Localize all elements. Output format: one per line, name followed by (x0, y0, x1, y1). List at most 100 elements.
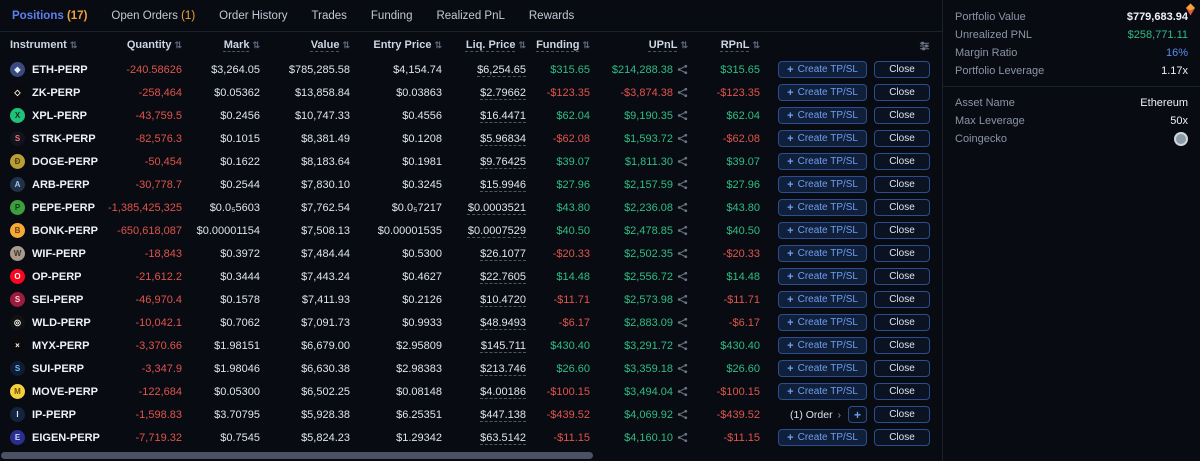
col-value[interactable]: Value ⇅ (270, 39, 360, 51)
close-position-button[interactable]: Close (874, 199, 930, 216)
create-tpsl-button[interactable]: + Create TP/SL (778, 383, 867, 400)
close-position-button[interactable]: Close (874, 130, 930, 147)
tab-positions[interactable]: Positions (17) (12, 10, 87, 22)
col-quantity[interactable]: Quantity ⇅ (108, 39, 192, 51)
close-position-button[interactable]: Close (874, 107, 930, 124)
cell-funding: $39.07 (556, 155, 590, 168)
share-pnl-icon[interactable] (677, 271, 688, 282)
share-pnl-icon[interactable] (677, 409, 688, 420)
close-position-button[interactable]: Close (874, 406, 930, 423)
asset-row: Coingecko (955, 131, 1188, 146)
create-tpsl-button[interactable]: + Create TP/SL (778, 268, 867, 285)
liq-price-value: $26.1077 (480, 247, 526, 260)
create-tpsl-button[interactable]: + Create TP/SL (778, 153, 867, 170)
close-position-button[interactable]: Close (874, 429, 930, 446)
col-liq-price[interactable]: Liq. Price ⇅ (452, 39, 536, 51)
upnl-value: $2,883.09 (624, 316, 673, 329)
stat-label: Margin Ratio (955, 46, 1018, 59)
cell-liq-price: $5.96834 (452, 133, 536, 145)
share-pnl-icon[interactable] (677, 363, 688, 374)
col-funding[interactable]: Funding ⇅ (536, 39, 600, 51)
create-tpsl-button[interactable]: + Create TP/SL (778, 245, 867, 262)
share-pnl-icon[interactable] (677, 340, 688, 351)
xpl-coin-icon: X (10, 108, 25, 123)
close-position-button[interactable]: Close (874, 291, 930, 308)
cell-funding: $62.04 (556, 109, 590, 122)
create-tpsl-button[interactable]: + Create TP/SL (778, 84, 867, 101)
col-instrument[interactable]: Instrument ⇅ (0, 39, 108, 51)
cell-entry-price: $0.2126 (402, 293, 442, 306)
create-tpsl-button[interactable]: + Create TP/SL (778, 199, 867, 216)
create-tpsl-button[interactable]: + Create TP/SL (778, 314, 867, 331)
create-tpsl-button[interactable]: + Create TP/SL (778, 130, 867, 147)
col-upnl[interactable]: UPnL ⇅ (600, 39, 698, 51)
share-pnl-icon[interactable] (677, 386, 688, 397)
col-rpnl[interactable]: RPnL ⇅ (698, 39, 770, 51)
close-position-button[interactable]: Close (874, 222, 930, 239)
create-tpsl-button[interactable]: + Create TP/SL (778, 429, 867, 446)
scrollbar-thumb[interactable] (1, 451, 594, 459)
instrument-name: BONK-PERP (32, 224, 99, 237)
close-position-button[interactable]: Close (874, 84, 930, 101)
position-row: Ð DOGE-PERP -50,454 $0.1622 $8,183.64 $0.1981… (0, 150, 942, 173)
cell-entry-price: $1.29342 (396, 431, 442, 444)
create-tpsl-button[interactable]: + Create TP/SL (778, 360, 867, 377)
share-pnl-icon[interactable] (677, 294, 688, 305)
close-position-button[interactable]: Close (874, 337, 930, 354)
create-tpsl-button[interactable]: + Create TP/SL (778, 107, 867, 124)
create-tpsl-button[interactable]: + Create TP/SL (778, 337, 867, 354)
col-mark[interactable]: Mark ⇅ (192, 39, 270, 51)
close-position-button[interactable]: Close (874, 268, 930, 285)
create-tpsl-button[interactable]: + Create TP/SL (778, 61, 867, 78)
tab-rewards[interactable]: Rewards (529, 10, 574, 22)
share-pnl-icon[interactable] (677, 64, 688, 75)
app-logo-icon[interactable] (1184, 3, 1197, 16)
cell-funding: $430.40 (550, 339, 590, 352)
cell-quantity: -10,042.1 (135, 316, 182, 329)
close-position-button[interactable]: Close (874, 360, 930, 377)
column-settings-icon[interactable] (919, 40, 930, 51)
col-entry-price[interactable]: Entry Price ⇅ (360, 39, 452, 51)
share-pnl-icon[interactable] (677, 225, 688, 236)
chevron-right-icon: › (837, 408, 842, 421)
share-pnl-icon[interactable] (677, 317, 688, 328)
liq-price-value: $447.138 (480, 408, 526, 421)
close-position-button[interactable]: Close (874, 61, 930, 78)
tab-order-history[interactable]: Order History (219, 10, 287, 22)
tab-trades[interactable]: Trades (312, 10, 347, 22)
share-pnl-icon[interactable] (677, 432, 688, 443)
sort-icon: ⇅ (252, 39, 260, 50)
cell-funding: -$62.08 (552, 132, 590, 145)
create-tpsl-label: Create TP/SL (797, 87, 858, 98)
add-tpsl-button[interactable]: + (848, 406, 867, 423)
order-count-link[interactable]: (1) Order › (789, 408, 842, 421)
share-pnl-icon[interactable] (677, 179, 688, 190)
cell-entry-price: $0.5300 (402, 247, 442, 260)
tab-realized-pnl[interactable]: Realized PnL (436, 10, 504, 22)
upnl-value: $2,478.85 (624, 224, 673, 237)
coingecko-icon[interactable] (1174, 131, 1188, 146)
close-position-button[interactable]: Close (874, 153, 930, 170)
liq-price-value: $9.76425 (480, 155, 526, 168)
create-tpsl-button[interactable]: + Create TP/SL (778, 176, 867, 193)
upnl-value: $2,556.72 (624, 270, 673, 283)
tab-open-orders[interactable]: Open Orders (1) (111, 10, 195, 22)
cell-mark: $0.7062 (220, 316, 260, 329)
tab-funding[interactable]: Funding (371, 10, 413, 22)
close-position-button[interactable]: Close (874, 314, 930, 331)
share-pnl-icon[interactable] (677, 87, 688, 98)
cell-liq-price: $6,254.65 (452, 64, 536, 76)
instrument-name: DOGE-PERP (32, 155, 99, 168)
close-position-button[interactable]: Close (874, 383, 930, 400)
share-pnl-icon[interactable] (677, 248, 688, 259)
create-tpsl-button[interactable]: + Create TP/SL (778, 291, 867, 308)
create-tpsl-button[interactable]: + Create TP/SL (778, 222, 867, 239)
share-pnl-icon[interactable] (677, 110, 688, 121)
share-pnl-icon[interactable] (677, 133, 688, 144)
table-header: Instrument ⇅ Quantity ⇅ Mark ⇅ Value ⇅ Entry… (0, 32, 942, 58)
close-position-button[interactable]: Close (874, 176, 930, 193)
share-pnl-icon[interactable] (677, 156, 688, 167)
share-pnl-icon[interactable] (677, 202, 688, 213)
close-position-button[interactable]: Close (874, 245, 930, 262)
instrument-name: STRK-PERP (32, 132, 96, 145)
